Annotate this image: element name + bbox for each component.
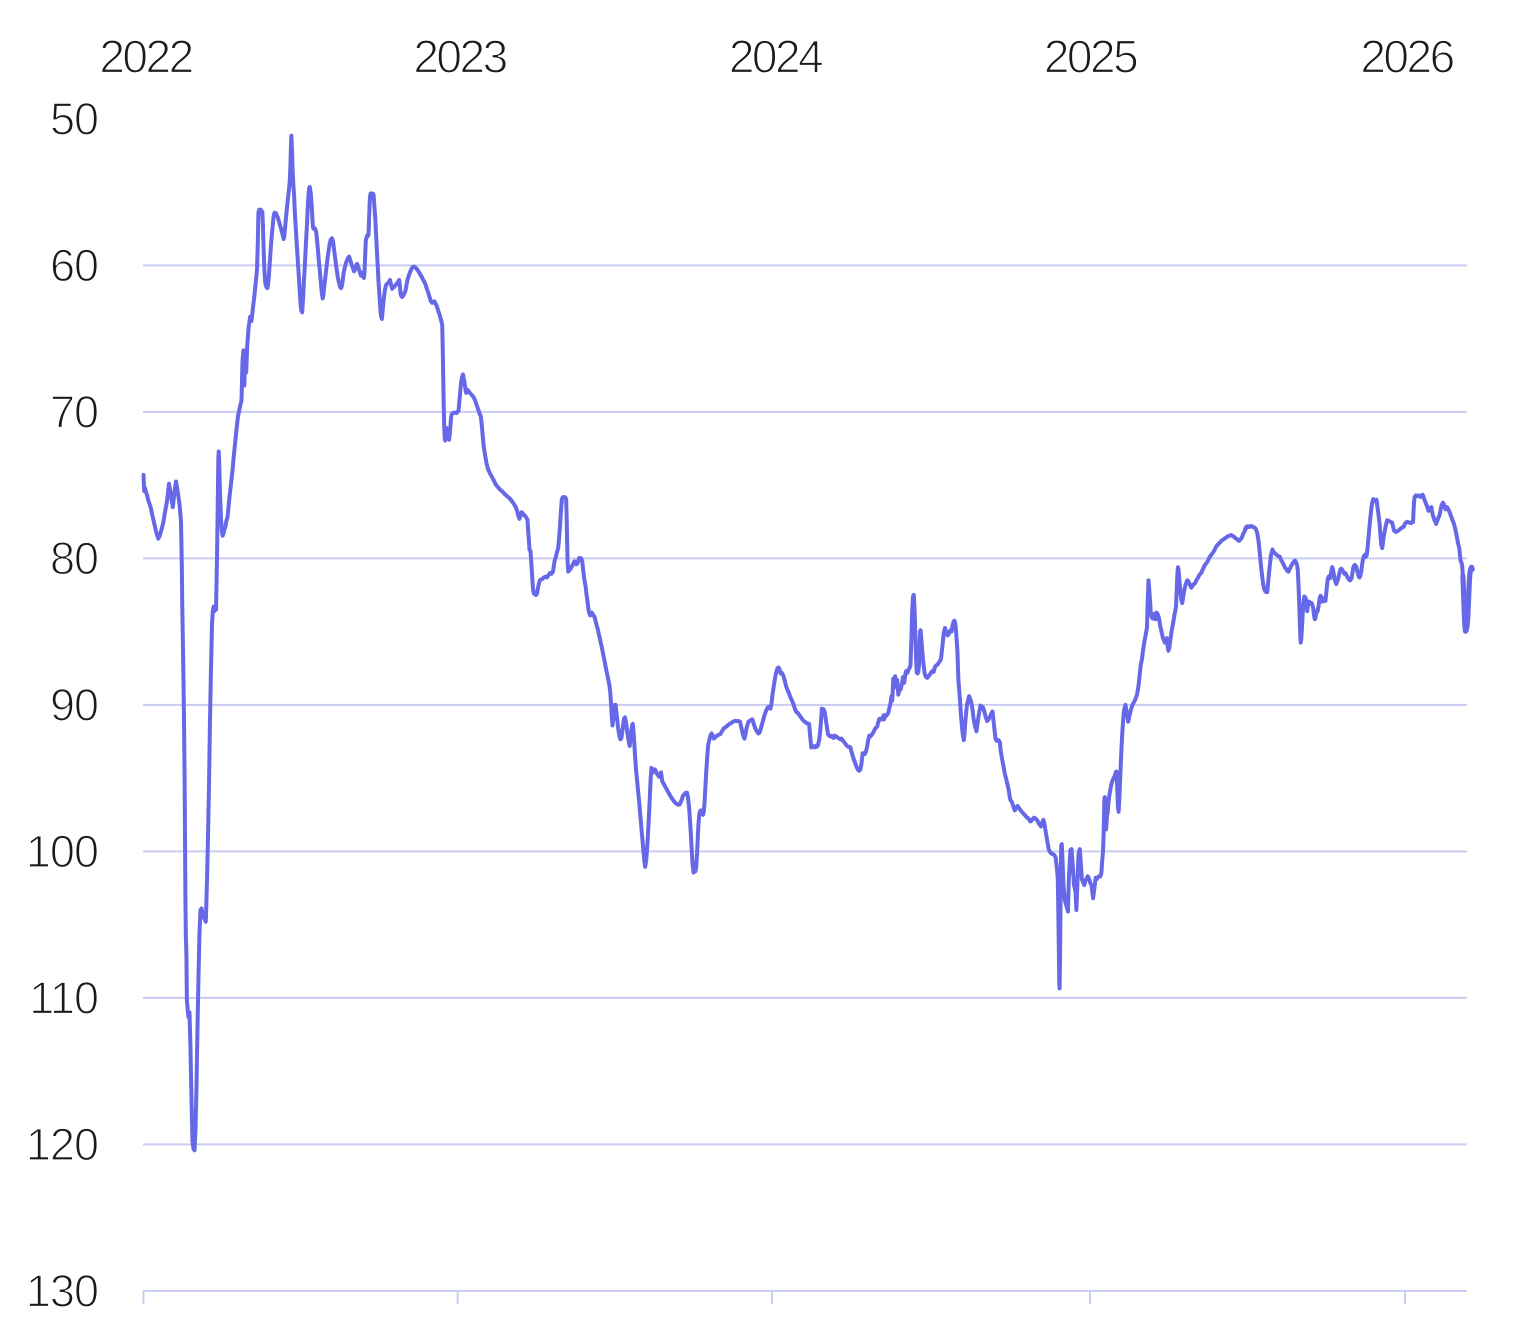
svg-text:70: 70 [50, 386, 98, 437]
svg-text:2022: 2022 [99, 31, 192, 83]
svg-text:2023: 2023 [413, 31, 506, 83]
svg-text:120: 120 [26, 1119, 98, 1170]
svg-text:2025: 2025 [1044, 31, 1137, 83]
svg-text:130: 130 [26, 1265, 98, 1316]
svg-text:50: 50 [50, 93, 98, 144]
svg-text:90: 90 [50, 679, 98, 730]
svg-text:80: 80 [50, 533, 98, 584]
svg-text:100: 100 [26, 826, 98, 877]
svg-text:110: 110 [29, 972, 98, 1023]
svg-text:60: 60 [50, 240, 98, 291]
svg-text:2026: 2026 [1360, 31, 1453, 83]
svg-text:2024: 2024 [729, 31, 823, 83]
